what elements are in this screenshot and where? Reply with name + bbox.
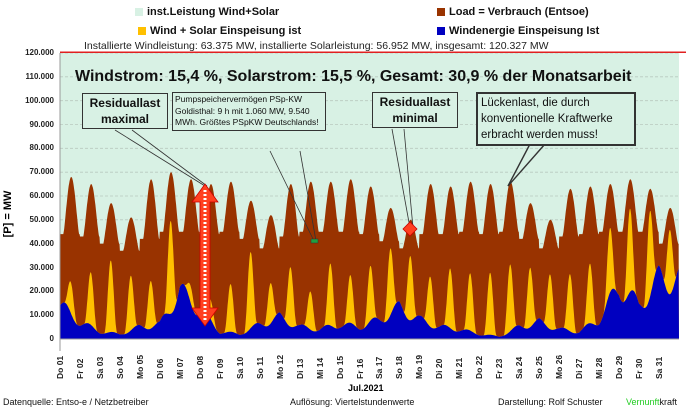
footer-author: Darstellung: Rolf Schuster [498, 397, 603, 407]
y-tick-label: 50.000 [29, 214, 54, 224]
x-tick-label: Di 20 [434, 358, 445, 379]
x-tick-label: Mi 14 [314, 357, 325, 379]
x-tick-label: Mo 19 [414, 354, 425, 379]
footer-source: Datenquelle: Entso-e / Netzbetreiber [3, 397, 149, 407]
x-tick-label: Do 22 [474, 355, 485, 379]
callout-line [114, 129, 206, 187]
x-tick-label: So 18 [394, 356, 405, 379]
legend-swatch [135, 8, 143, 16]
annotation-pumped-storage: Pumpspeichervermögen PSp-KW Goldisthal: … [172, 92, 326, 131]
x-tick-label: Sa 10 [234, 356, 245, 379]
x-tick-label: Mi 28 [594, 357, 605, 379]
wind-area [60, 265, 679, 339]
y-tick-label: 40.000 [29, 238, 54, 248]
callout-line [507, 143, 531, 187]
x-tick-label: Di 06 [154, 358, 165, 379]
x-tick-label: Do 29 [614, 355, 625, 379]
callout-line [403, 128, 414, 229]
y-tick-label: 60.000 [29, 191, 54, 200]
callout-line [269, 150, 315, 242]
footer-brand: Vernunftkraft [626, 397, 677, 407]
legend-inst: inst.Leistung Wind+Solar [135, 6, 279, 18]
x-tick-label: Sa 24 [514, 356, 525, 379]
x-tick-label: Di 27 [574, 358, 585, 379]
annotation-residual-max: Residuallast maximal [82, 93, 168, 129]
x-tick-label: Sa 17 [374, 356, 385, 379]
y-tick-label: 10.000 [29, 310, 54, 320]
callout-line [391, 128, 411, 229]
legend-swatch [138, 27, 146, 35]
legend-label: Windenergie Einspeisung Ist [449, 25, 600, 37]
legend-swatch [437, 8, 445, 16]
x-tick-label: Sa 03 [94, 356, 105, 379]
x-tick-label: Do 01 [55, 355, 65, 379]
legend-label: Load = Verbrauch (Entsoe) [449, 6, 589, 18]
y-tick-label: 100.000 [25, 95, 54, 105]
annotation-residual-min: Residuallast minimal [372, 92, 458, 128]
pumped-storage-marker [310, 238, 319, 244]
residual-min-arrow [402, 221, 418, 237]
annotation-gap-load: Lückenlast, die durch konventionelle Kra… [476, 92, 636, 146]
brand-green: Vernunft [626, 397, 660, 407]
footer-resolution: Auflösung: Viertelstundenwerte [290, 397, 415, 407]
legend-load: Load = Verbrauch (Entsoe) [437, 6, 589, 18]
x-tick-label: Fr 30 [634, 358, 645, 379]
x-tick-label: So 11 [254, 356, 265, 379]
wind-solar-area [60, 208, 679, 339]
legend-wind: Windenergie Einspeisung Ist [437, 25, 599, 37]
callout-line [299, 150, 317, 242]
y-axis-label: [P] = MW [2, 190, 14, 238]
x-tick-label: Mo 05 [134, 354, 145, 379]
y-tick-label: 120.000 [25, 48, 54, 57]
y-tick-label: 70.000 [29, 167, 54, 177]
legend-label: inst.Leistung Wind+Solar [147, 6, 280, 18]
legend-ws: Wind + Solar Einspeisung ist [138, 25, 301, 37]
installed-capacity-text: Installierte Windleistung: 63.375 MW, in… [84, 40, 549, 52]
y-tick-label: 110.000 [25, 71, 54, 81]
y-tick-label: 90.000 [29, 119, 54, 129]
x-tick-label: So 25 [534, 356, 545, 379]
y-tick-label: 30.000 [29, 262, 54, 272]
y-tick-label: 20.000 [29, 286, 54, 296]
y-tick-label: 0 [49, 334, 54, 343]
x-tick-label: Sa 31 [654, 356, 665, 379]
x-tick-label: Fr 23 [494, 358, 505, 379]
x-tick-label: Do 15 [334, 355, 345, 379]
x-tick-label: So 04 [114, 356, 125, 379]
x-tick-label: Mi 21 [454, 357, 465, 379]
legend-swatch [437, 27, 445, 35]
x-tick-label: Fr 16 [354, 358, 365, 379]
x-tick-label: Fr 02 [74, 358, 85, 379]
x-tick-label: Do 08 [194, 355, 205, 379]
x-tick-label: Mi 07 [174, 357, 185, 379]
callout-line [131, 129, 208, 187]
load-area [60, 172, 679, 339]
x-tick-label: Mo 12 [274, 354, 285, 379]
x-tick-label: Mo 26 [554, 354, 565, 379]
y-tick-label: 80.000 [29, 143, 54, 153]
brand-black: kraft [659, 397, 678, 407]
headline: Windstrom: 15,4 %, Solarstrom: 15,5 %, G… [75, 68, 632, 85]
legend-label: Wind + Solar Einspeisung ist [150, 25, 302, 37]
x-axis-label: Jul.2021 [348, 383, 384, 393]
x-tick-label: Di 13 [294, 358, 305, 379]
callout-line [507, 143, 546, 187]
x-tick-label: Fr 09 [214, 358, 225, 379]
